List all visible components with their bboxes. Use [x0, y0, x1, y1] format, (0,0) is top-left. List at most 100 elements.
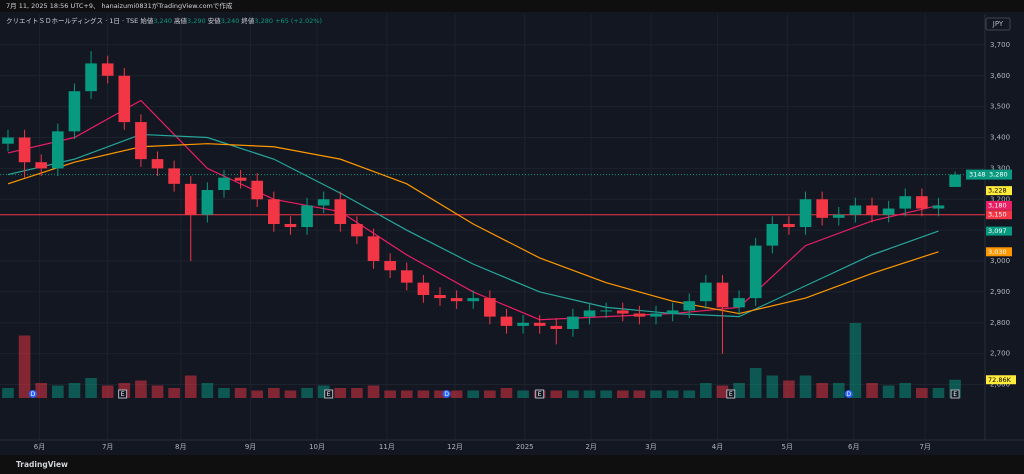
event-marker — [28, 390, 37, 398]
x-tick-label: 6月 — [34, 443, 45, 451]
event-label: E — [121, 391, 125, 398]
volume-tag — [986, 375, 1016, 385]
volume-bar — [284, 390, 297, 398]
header: 7月 11, 2025 18:56 UTC+9、 hanaizumi0831がT… — [6, 1, 233, 10]
price-tag — [986, 186, 1012, 196]
candle-body — [135, 122, 147, 160]
volume-bar — [417, 390, 430, 398]
candle-body — [367, 236, 380, 262]
candle-body — [18, 137, 31, 163]
volume-bar — [334, 388, 347, 398]
legend-title: クリエイトＳＤホールディングス · 1日 · TSE — [6, 16, 138, 25]
legend-value: 3,290 — [187, 17, 206, 25]
volume-bar — [517, 390, 529, 398]
currency[interactable]: JPY — [992, 20, 1004, 28]
volume-bar — [749, 368, 762, 398]
volume-bar — [317, 385, 330, 398]
candle-body — [500, 316, 513, 326]
volume-bar — [151, 385, 164, 398]
event-label: E — [538, 391, 542, 398]
candle-body — [716, 282, 729, 308]
event-marker — [535, 389, 545, 399]
volume-bar — [600, 390, 612, 398]
x-tick-label: 2月 — [585, 443, 596, 451]
candle-body — [467, 298, 480, 302]
y-tick-label: 3,500 — [990, 103, 1010, 111]
candle-body — [351, 223, 363, 237]
volume-bar — [301, 388, 313, 398]
candle-body — [633, 313, 646, 317]
candle-body — [85, 63, 97, 92]
candle-body — [201, 190, 214, 215]
candle-body — [251, 180, 264, 200]
y-tick-label: 2,900 — [990, 288, 1010, 296]
event-marker — [118, 389, 128, 399]
candle-body — [450, 298, 463, 302]
volume-bar — [218, 388, 230, 398]
volume-bar — [733, 383, 745, 398]
volume-bar — [567, 390, 579, 398]
volume-bar — [766, 375, 779, 398]
candle-body — [301, 205, 313, 228]
event-label: D — [31, 391, 36, 398]
volume-bar — [68, 383, 81, 398]
volume-bar — [666, 390, 679, 398]
volume-bar — [484, 390, 496, 398]
event-label: E — [953, 391, 957, 398]
x-tick-label: 9月 — [245, 443, 256, 451]
legend-field: 終値 — [241, 16, 255, 25]
price-tag — [986, 200, 1012, 210]
candle-body — [583, 310, 596, 317]
event-marker — [324, 389, 334, 399]
candle-body — [749, 245, 762, 299]
y-tick-label: 3,600 — [990, 72, 1010, 80]
legend-field: 安値 — [208, 16, 222, 25]
candle-body — [650, 313, 662, 317]
footer: TradingView — [16, 460, 68, 469]
volume-bar — [633, 390, 646, 398]
volume-bar — [583, 390, 596, 398]
candle-body — [849, 205, 862, 215]
x-tick-label: 4月 — [712, 443, 723, 451]
volume-bar — [367, 385, 380, 398]
y-tick-label: 3,000 — [990, 257, 1010, 265]
price-tag-label: 3,097 — [988, 227, 1007, 235]
price-tag-label: 3,030 — [988, 248, 1007, 256]
volume-bar — [384, 390, 396, 398]
y-tick-label: 3,300 — [990, 164, 1010, 172]
legend: クリエイトＳＤホールディングス · 1日 · TSE 始値3,240 高値3,2… — [6, 16, 322, 25]
candle-body — [101, 63, 114, 76]
y-tick-label: 2,600 — [990, 381, 1010, 389]
volume-bar — [168, 388, 180, 398]
volume-bar — [450, 390, 463, 398]
event-marker — [442, 390, 451, 398]
legend-change: +65 (+2.02%) — [275, 17, 322, 25]
y-tick-label: 3,700 — [990, 41, 1010, 49]
candle-body — [700, 282, 712, 302]
volume-bar — [916, 388, 928, 398]
x-tick-label: 11月 — [379, 443, 395, 451]
volume-bar — [268, 388, 280, 398]
volume-bar — [2, 388, 14, 398]
countdown: 3148 — [969, 171, 986, 179]
x-tick-label: 12月 — [447, 443, 463, 451]
volume-bar — [351, 388, 363, 398]
candle-body — [899, 196, 912, 209]
legend-value: 3,240 — [221, 17, 240, 25]
price-tag — [986, 247, 1012, 257]
event-marker — [844, 390, 853, 398]
volume-bar — [52, 385, 64, 398]
candle-body — [268, 199, 280, 224]
footer-bar — [0, 455, 1024, 474]
candle-body — [317, 199, 330, 206]
volume-tag-label: 72.86K — [988, 376, 1012, 384]
volume-bar — [949, 379, 961, 398]
currency-box[interactable] — [985, 17, 1011, 31]
candle-body — [932, 205, 945, 209]
x-tick-label: 10月 — [309, 443, 325, 451]
volume-bar — [400, 390, 413, 398]
candle-body — [35, 162, 48, 169]
